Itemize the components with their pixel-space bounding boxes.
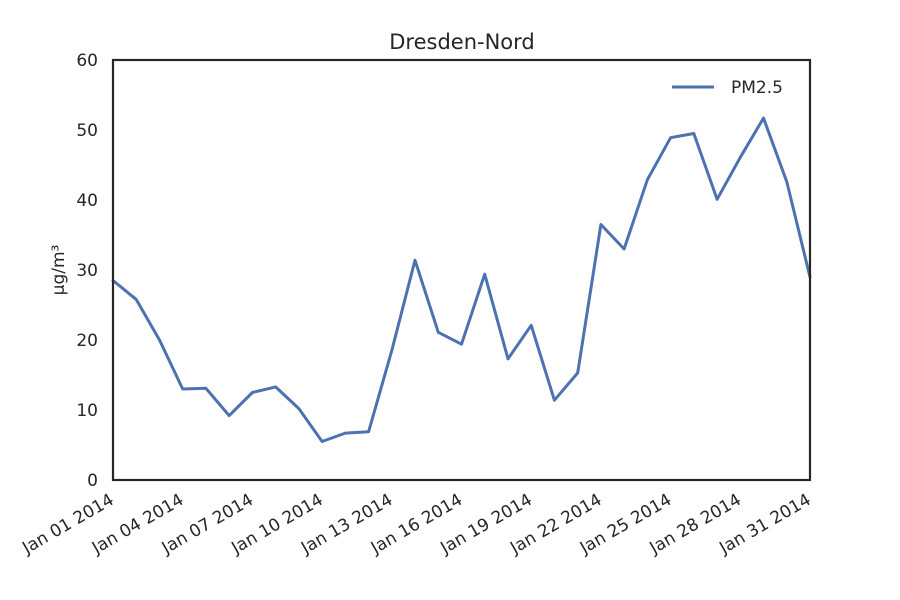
series-line-pm25 [111, 116, 812, 443]
plot-series [111, 116, 812, 443]
y-axis-label: µg/m³ [49, 245, 69, 296]
legend-label-pm25: PM2.5 [731, 78, 783, 98]
legend: PM2.5 [672, 78, 783, 98]
y-tick-label: 0 [87, 471, 98, 491]
y-tick-label: 30 [76, 261, 98, 281]
y-tick-label: 40 [76, 191, 98, 211]
y-tick-label: 50 [76, 121, 98, 141]
y-tick-label: 60 [76, 51, 98, 71]
y-tick-label: 10 [76, 401, 98, 421]
chart-title: Dresden-Nord [389, 30, 535, 54]
y-axis-ticks: 0 10 20 30 40 50 60 [76, 51, 98, 491]
y-tick-label: 20 [76, 331, 98, 351]
plot-area-frame [111, 58, 812, 482]
